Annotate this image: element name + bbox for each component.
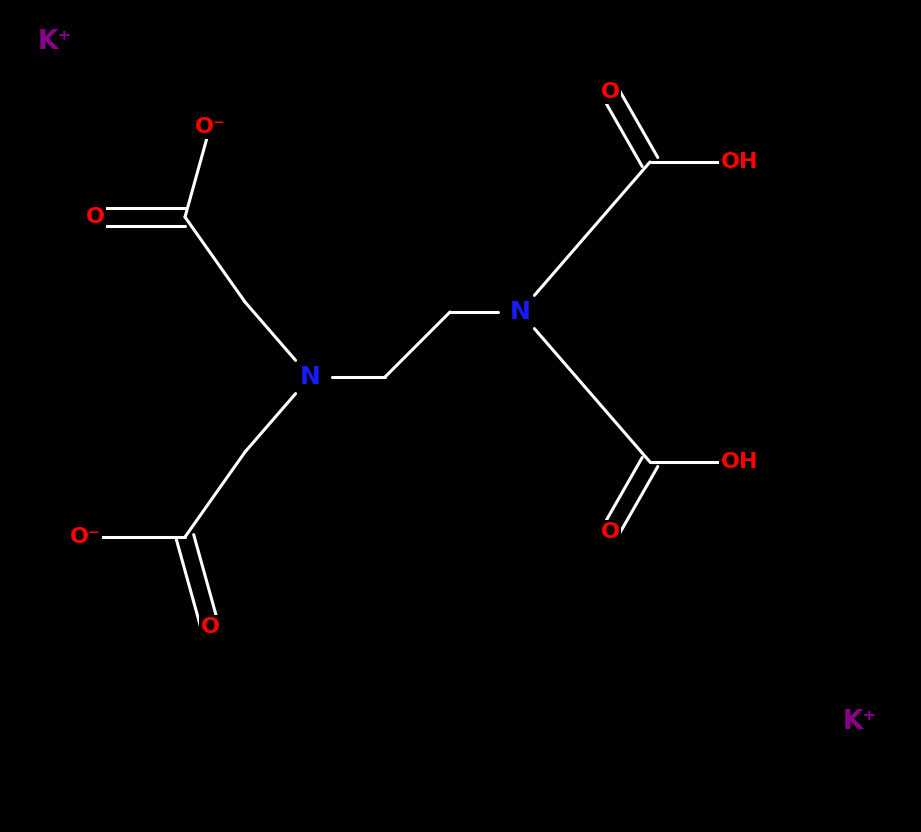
Text: O: O bbox=[201, 617, 219, 637]
Text: K⁺: K⁺ bbox=[38, 29, 72, 55]
Text: OH: OH bbox=[721, 452, 759, 472]
Text: O: O bbox=[86, 207, 104, 227]
Text: O⁻: O⁻ bbox=[70, 527, 100, 547]
Text: O: O bbox=[600, 82, 620, 102]
Text: N: N bbox=[509, 300, 530, 324]
Text: O⁻: O⁻ bbox=[194, 117, 226, 137]
Text: O: O bbox=[600, 522, 620, 542]
Text: OH: OH bbox=[721, 152, 759, 172]
Text: K⁺: K⁺ bbox=[843, 709, 877, 735]
Text: N: N bbox=[299, 365, 321, 389]
